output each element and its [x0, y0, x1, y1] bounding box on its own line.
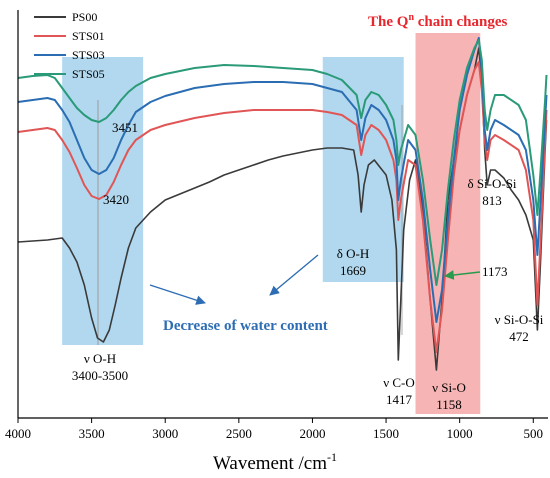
x-tick-label-500: 500	[524, 426, 544, 441]
legend-label-sts05: STS05	[72, 67, 105, 81]
dsiosi-label-2: 813	[482, 193, 502, 208]
label-3420: 3420	[103, 192, 129, 207]
qn-title: The Qn chain changes	[368, 12, 508, 30]
qn-title-main: The Q	[368, 14, 409, 30]
vsiosi-label-1: ν Si-O-Si	[495, 312, 544, 327]
x-tick-label-3000: 3000	[152, 426, 178, 441]
x-axis-label-main: Wavement /cm	[213, 453, 327, 474]
highlight-region-1	[322, 57, 404, 282]
doh-label-1: δ O-H	[337, 246, 369, 261]
x-tick-label-2500: 2500	[226, 426, 252, 441]
x-axis-label: Wavement /cm-1	[213, 450, 337, 474]
arrow-left	[149, 284, 206, 305]
qn-title-sup: n	[408, 12, 414, 23]
series-line-sts03	[17, 37, 548, 323]
label-3451: 3451	[112, 120, 138, 135]
voh-label-1: ν O-H	[84, 351, 116, 366]
vco-label-1: ν C-O	[383, 375, 415, 390]
x-ticks: 4000 3500 3000 2500 2000 1500 1000 500	[5, 418, 543, 441]
series-layer	[17, 37, 548, 371]
series-line-sts05	[17, 39, 548, 286]
x-tick-label-2000: 2000	[299, 426, 325, 441]
legend: PS00 STS01 STS03 STS05	[34, 10, 105, 81]
x-tick-label-1500: 1500	[373, 426, 399, 441]
qn-title-rest: chain changes	[414, 14, 508, 30]
vsiosi-label-2: 472	[509, 329, 529, 344]
x-tick-label-4000: 4000	[5, 426, 31, 441]
vco-label-2: 1417	[386, 392, 413, 407]
legend-label-sts01: STS01	[72, 29, 105, 43]
dsiosi-label-1: δ Si-O-Si	[467, 176, 516, 191]
x-tick-label-3500: 3500	[79, 426, 105, 441]
arrow-right	[269, 254, 319, 296]
label-1173: 1173	[482, 264, 508, 279]
vsio-label-1: ν Si-O	[432, 380, 466, 395]
series-line-ps00	[17, 47, 548, 371]
decrease-label: Decrease of water content	[163, 318, 328, 334]
vsio-label-2: 1158	[436, 397, 462, 412]
x-axis-label-sup: -1	[327, 450, 337, 464]
x-tick-label-1000: 1000	[447, 426, 473, 441]
voh-label-2: 3400-3500	[72, 368, 128, 383]
highlight-regions	[62, 33, 481, 414]
arrow-1173	[444, 270, 481, 280]
doh-label-2: 1669	[340, 263, 366, 278]
legend-label-sts03: STS03	[72, 48, 105, 62]
legend-label-ps00: PS00	[72, 10, 97, 24]
series-line-sts01	[17, 61, 548, 353]
